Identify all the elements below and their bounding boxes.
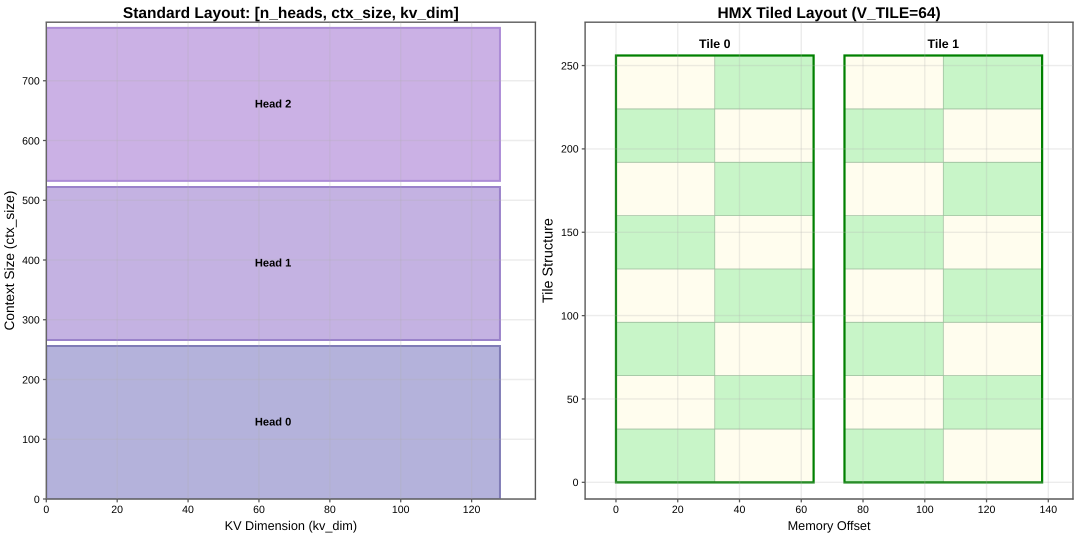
svg-text:0: 0	[573, 476, 579, 489]
svg-text:60: 60	[795, 503, 807, 516]
svg-text:Memory Offset: Memory Offset	[788, 519, 872, 533]
svg-text:KV Dimension (kv_dim): KV Dimension (kv_dim)	[225, 519, 357, 533]
svg-text:100: 100	[916, 503, 934, 516]
svg-text:Standard Layout: [n_heads, ctx: Standard Layout: [n_heads, ctx_size, kv_…	[123, 6, 459, 23]
svg-text:Tile Structure: Tile Structure	[541, 218, 556, 303]
svg-text:250: 250	[561, 60, 579, 73]
svg-text:40: 40	[182, 503, 194, 516]
svg-text:40: 40	[734, 503, 746, 516]
svg-text:Context Size (ctx_size): Context Size (ctx_size)	[3, 191, 18, 331]
svg-text:Head 1: Head 1	[255, 257, 292, 270]
svg-text:400: 400	[22, 254, 40, 267]
svg-text:Head 0: Head 0	[255, 416, 292, 429]
svg-text:20: 20	[111, 503, 123, 516]
svg-text:120: 120	[978, 503, 996, 516]
svg-text:150: 150	[561, 226, 579, 239]
svg-text:Tile 1: Tile 1	[928, 37, 960, 51]
svg-text:500: 500	[22, 194, 40, 207]
svg-text:140: 140	[1039, 503, 1057, 516]
svg-text:100: 100	[22, 433, 40, 446]
svg-text:80: 80	[857, 503, 869, 516]
svg-text:0: 0	[34, 493, 40, 506]
svg-text:200: 200	[561, 143, 579, 156]
svg-text:Head 2: Head 2	[255, 98, 292, 111]
svg-text:600: 600	[22, 135, 40, 148]
svg-text:0: 0	[43, 503, 49, 516]
svg-text:300: 300	[22, 314, 40, 327]
svg-text:60: 60	[253, 503, 265, 516]
svg-text:120: 120	[463, 503, 481, 516]
svg-text:100: 100	[561, 310, 579, 323]
svg-text:20: 20	[672, 503, 684, 516]
svg-text:100: 100	[392, 503, 410, 516]
svg-text:HMX Tiled Layout (V_TILE=64): HMX Tiled Layout (V_TILE=64)	[717, 6, 941, 23]
svg-text:80: 80	[324, 503, 336, 516]
svg-text:Tile 0: Tile 0	[699, 37, 731, 51]
svg-text:50: 50	[567, 393, 579, 406]
svg-text:700: 700	[22, 75, 40, 88]
svg-text:0: 0	[613, 503, 619, 516]
svg-text:200: 200	[22, 374, 40, 387]
